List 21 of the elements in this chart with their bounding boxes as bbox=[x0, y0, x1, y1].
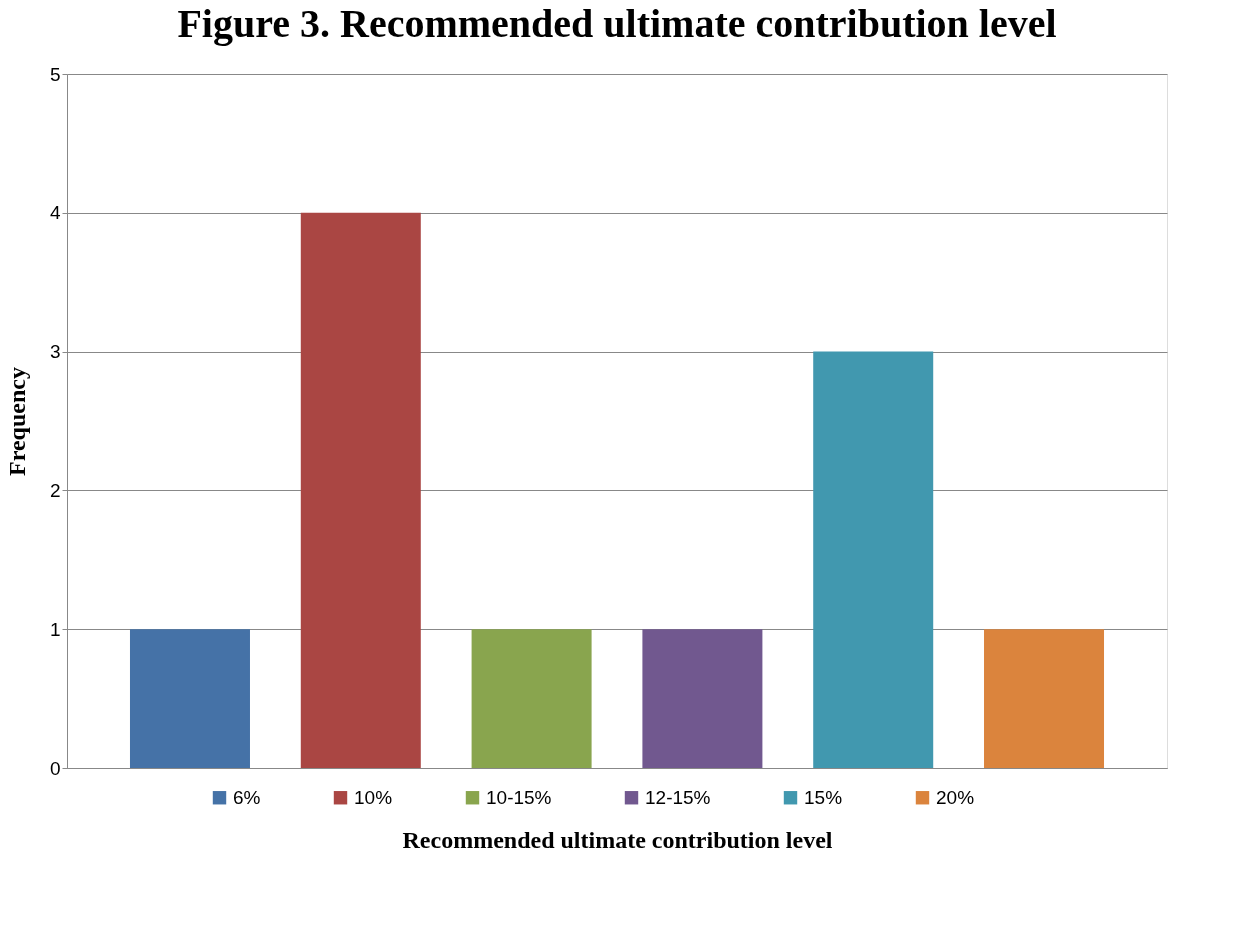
bar bbox=[471, 629, 592, 768]
legend-label: 20% bbox=[936, 786, 975, 808]
x-axis-title: Recommended ultimate contribution level bbox=[402, 826, 833, 853]
bar bbox=[813, 351, 934, 768]
y-tick-label: 5 bbox=[49, 63, 61, 85]
y-tick-label: 3 bbox=[49, 341, 61, 363]
y-tick-label: 1 bbox=[49, 618, 61, 640]
y-tick-label: 0 bbox=[49, 757, 61, 779]
legend-label: 10% bbox=[354, 786, 393, 808]
bar bbox=[642, 629, 763, 768]
legend-label: 12-15% bbox=[645, 786, 711, 808]
chart-title: Figure 3. Recommended ultimate contribution level bbox=[177, 1, 1057, 46]
y-tick-label: 4 bbox=[49, 202, 61, 224]
legend-label: 10-15% bbox=[486, 786, 552, 808]
y-tick-label: 2 bbox=[49, 479, 61, 501]
bar bbox=[300, 212, 421, 768]
legend-label: 6% bbox=[233, 786, 261, 808]
bar bbox=[984, 629, 1105, 768]
y-axis-title: Frequency bbox=[3, 367, 30, 476]
legend-label: 15% bbox=[804, 786, 843, 808]
bar bbox=[129, 629, 250, 768]
